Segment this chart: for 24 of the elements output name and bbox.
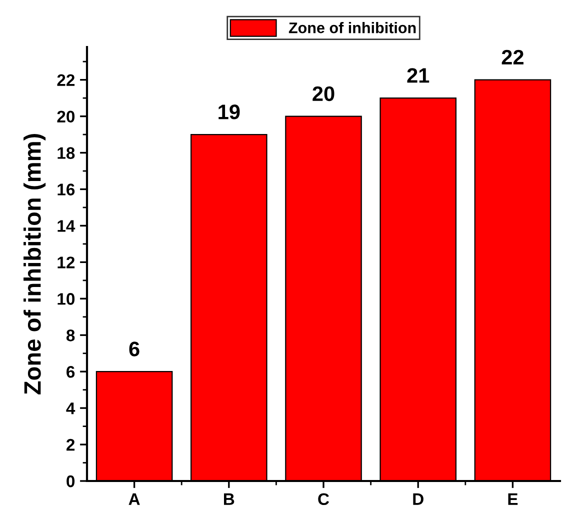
y-tick-label: 20	[57, 110, 75, 122]
x-tick-label: D	[413, 493, 424, 505]
y-tick-label: 14	[58, 220, 76, 232]
x-tick-label: A	[128, 493, 140, 505]
legend-label: Zone of inhibition	[288, 22, 416, 34]
y-tick-label: 22	[57, 74, 75, 86]
y-tick-label: 10	[58, 293, 75, 305]
y-tick-label: 18	[58, 147, 75, 159]
data-label: 20	[312, 86, 334, 102]
x-tick-label: C	[318, 493, 330, 506]
data-label: 21	[407, 68, 430, 83]
x-tick-label: E	[508, 493, 518, 505]
data-label: 22	[502, 50, 524, 64]
y-axis-title: Zone of inhibition (mm)	[24, 134, 46, 394]
y-tick-label: 12	[58, 256, 75, 268]
y-tick-label: 8	[66, 330, 75, 342]
data-label: 6	[129, 342, 140, 356]
y-tick-label: 2	[66, 438, 75, 451]
y-tick-label: 4	[66, 402, 76, 414]
y-tick-label: 0	[66, 475, 75, 488]
x-tick-label: B	[224, 493, 234, 505]
data-label: 19	[218, 104, 240, 120]
y-tick-label: 16	[58, 184, 75, 196]
y-tick-label: 6	[66, 366, 75, 378]
